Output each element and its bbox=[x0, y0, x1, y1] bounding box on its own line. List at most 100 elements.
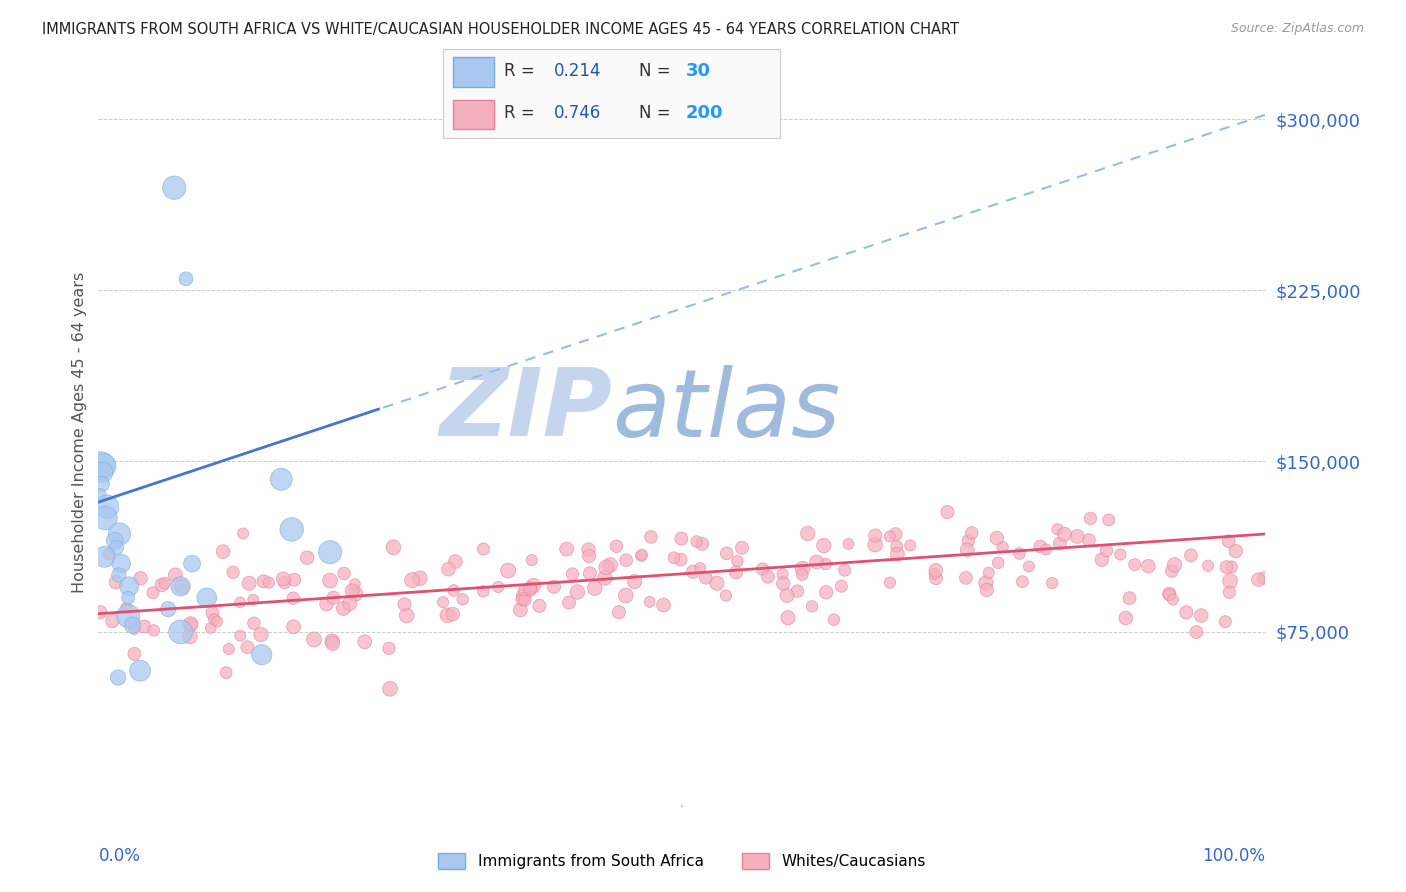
Point bbox=[163, 180, 186, 194]
Point bbox=[865, 528, 887, 542]
Point bbox=[1220, 560, 1243, 574]
Point bbox=[513, 592, 536, 607]
Point bbox=[319, 574, 342, 588]
Point bbox=[776, 611, 799, 625]
Point bbox=[273, 572, 295, 586]
Point bbox=[614, 589, 637, 603]
Y-axis label: Householder Income Ages 45 - 64 years: Householder Income Ages 45 - 64 years bbox=[72, 272, 87, 593]
Point bbox=[519, 581, 541, 595]
Point bbox=[669, 552, 692, 566]
Point bbox=[340, 583, 363, 598]
Point bbox=[165, 568, 187, 582]
Point bbox=[332, 601, 354, 615]
Point bbox=[898, 538, 921, 552]
Point bbox=[394, 597, 416, 611]
Point bbox=[631, 548, 654, 562]
Point bbox=[229, 629, 252, 643]
Point bbox=[169, 624, 191, 639]
Point bbox=[110, 557, 132, 571]
Text: 30: 30 bbox=[686, 62, 711, 80]
Point bbox=[1160, 564, 1182, 578]
Point bbox=[1180, 549, 1202, 563]
Point bbox=[555, 542, 578, 557]
Point bbox=[436, 608, 458, 623]
Point bbox=[792, 562, 814, 576]
Point bbox=[830, 579, 852, 593]
Point bbox=[339, 597, 361, 611]
Point bbox=[716, 546, 738, 560]
Point bbox=[243, 616, 266, 631]
Point bbox=[93, 458, 115, 473]
Point bbox=[1219, 574, 1241, 588]
Point bbox=[319, 545, 342, 559]
Point bbox=[129, 664, 152, 678]
Point bbox=[409, 571, 432, 585]
Point bbox=[1091, 552, 1114, 566]
Point bbox=[638, 595, 661, 609]
Point bbox=[957, 533, 980, 548]
Point bbox=[252, 574, 274, 589]
Point bbox=[322, 636, 344, 650]
Point bbox=[108, 527, 131, 541]
Point bbox=[522, 578, 544, 592]
Point bbox=[879, 575, 901, 590]
Point bbox=[172, 580, 194, 594]
Point bbox=[89, 605, 111, 619]
Point bbox=[432, 595, 454, 609]
Point bbox=[1225, 544, 1247, 558]
Point bbox=[134, 619, 156, 633]
Point bbox=[169, 579, 191, 593]
Text: 0.214: 0.214 bbox=[554, 62, 602, 80]
Point bbox=[94, 511, 117, 525]
Point bbox=[315, 597, 337, 611]
Point bbox=[201, 606, 224, 620]
Point bbox=[682, 565, 704, 579]
Point bbox=[960, 525, 983, 540]
Text: 200: 200 bbox=[686, 104, 723, 122]
Point bbox=[925, 563, 948, 577]
Point bbox=[1197, 558, 1219, 573]
Point bbox=[1161, 592, 1184, 607]
Point bbox=[1008, 546, 1031, 560]
Point bbox=[724, 566, 747, 580]
Point bbox=[496, 564, 519, 578]
Point bbox=[731, 541, 754, 555]
Point bbox=[977, 566, 1000, 580]
Point bbox=[200, 621, 222, 635]
Point bbox=[837, 537, 859, 551]
Point bbox=[129, 571, 152, 585]
Point bbox=[509, 603, 531, 617]
Point bbox=[117, 591, 139, 605]
Point bbox=[104, 575, 127, 590]
Point bbox=[1098, 513, 1121, 527]
Point bbox=[472, 542, 495, 557]
Point bbox=[472, 584, 495, 599]
Point bbox=[772, 576, 794, 591]
Point bbox=[630, 549, 652, 563]
Point bbox=[756, 570, 779, 584]
Point bbox=[1159, 587, 1181, 601]
Point bbox=[772, 567, 794, 582]
Text: R =: R = bbox=[503, 62, 540, 80]
Point bbox=[250, 627, 273, 641]
Point bbox=[1247, 573, 1270, 587]
Point bbox=[321, 634, 343, 648]
Point bbox=[283, 591, 305, 606]
Point bbox=[593, 571, 616, 585]
Point bbox=[157, 602, 180, 616]
Point bbox=[257, 575, 280, 590]
Point bbox=[118, 579, 141, 593]
Point bbox=[1163, 558, 1185, 572]
Point bbox=[218, 642, 240, 657]
Point bbox=[986, 531, 1008, 545]
Point bbox=[823, 613, 845, 627]
Point bbox=[561, 567, 583, 582]
Point bbox=[578, 542, 600, 557]
Point bbox=[1213, 615, 1236, 629]
Point bbox=[605, 539, 627, 553]
Text: N =: N = bbox=[638, 62, 675, 80]
FancyBboxPatch shape bbox=[453, 57, 494, 87]
Point bbox=[90, 458, 112, 473]
Point bbox=[142, 586, 165, 600]
Point bbox=[814, 557, 837, 571]
